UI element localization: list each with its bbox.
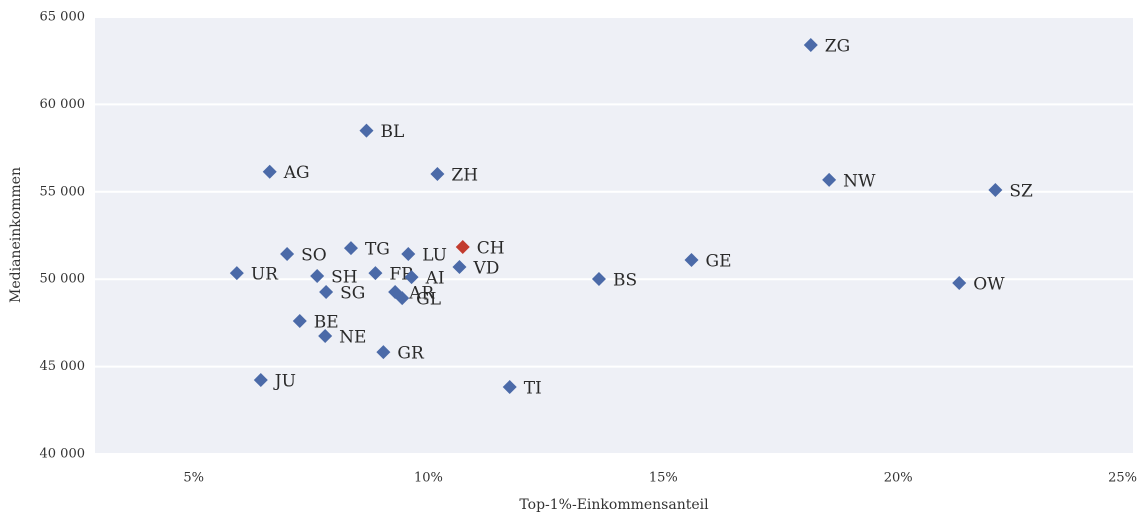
point-label: SH bbox=[331, 268, 357, 288]
point-label: SO bbox=[301, 246, 327, 266]
marker bbox=[502, 380, 517, 395]
point-label: ZH bbox=[451, 165, 478, 185]
point-label: AI bbox=[425, 269, 445, 289]
point-label: GR bbox=[397, 344, 425, 364]
marker bbox=[292, 313, 307, 328]
point-label: TG bbox=[365, 240, 390, 260]
point-label: GE bbox=[705, 251, 731, 271]
marker bbox=[359, 123, 374, 138]
point-label: CH bbox=[477, 239, 505, 259]
y-axis-title: Medianeinkommen bbox=[8, 167, 24, 303]
marker bbox=[952, 276, 967, 291]
point-label: OW bbox=[973, 275, 1005, 295]
y-tick-label: 50 000 bbox=[40, 272, 86, 287]
point-label: NE bbox=[339, 328, 366, 348]
x-tick-label: 15% bbox=[649, 471, 678, 486]
marker bbox=[343, 241, 358, 256]
marker bbox=[591, 272, 606, 287]
marker bbox=[988, 183, 1003, 198]
x-tick-label: 20% bbox=[884, 471, 913, 486]
point-label: JU bbox=[273, 372, 296, 392]
point-label: LU bbox=[422, 246, 447, 266]
point-label: BL bbox=[380, 122, 404, 142]
point-label: ZG bbox=[825, 36, 850, 56]
x-tick-label: 10% bbox=[414, 471, 443, 486]
x-axis-title: Top-1%-Einkommensanteil bbox=[519, 497, 709, 513]
marker bbox=[319, 284, 334, 299]
point-label: UR bbox=[251, 265, 279, 285]
point-label: BE bbox=[314, 312, 339, 332]
point-label: VD bbox=[472, 258, 499, 278]
marker bbox=[401, 247, 416, 262]
plot-area bbox=[95, 17, 1133, 454]
marker bbox=[376, 345, 391, 360]
marker bbox=[404, 270, 419, 285]
y-tick-label: 55 000 bbox=[40, 184, 86, 199]
marker bbox=[684, 252, 699, 267]
marker bbox=[452, 259, 467, 274]
point-label: SG bbox=[340, 283, 365, 303]
marker bbox=[368, 266, 383, 281]
marker bbox=[253, 373, 268, 388]
y-tick-label: 60 000 bbox=[40, 97, 86, 112]
marker bbox=[318, 329, 333, 344]
point-label: TI bbox=[524, 379, 542, 399]
marker bbox=[455, 240, 470, 255]
point-label: BS bbox=[613, 271, 637, 291]
x-tick-label: 5% bbox=[183, 471, 204, 486]
y-tick-label: 40 000 bbox=[40, 447, 86, 462]
marker bbox=[395, 291, 410, 306]
y-tick-label: 45 000 bbox=[40, 359, 86, 374]
marker bbox=[262, 164, 277, 179]
marker bbox=[229, 266, 244, 281]
y-tick-label: 65 000 bbox=[40, 10, 86, 25]
point-label: AG bbox=[283, 163, 310, 183]
marker bbox=[822, 172, 837, 187]
point-label: NW bbox=[843, 171, 876, 191]
x-tick-label: 25% bbox=[1108, 471, 1137, 486]
marker bbox=[430, 166, 445, 181]
marker bbox=[310, 269, 325, 284]
point-label: GL bbox=[416, 290, 441, 310]
point-label: SZ bbox=[1009, 182, 1033, 202]
marker bbox=[280, 247, 295, 262]
marker bbox=[803, 37, 818, 52]
point-label: AR bbox=[408, 283, 435, 303]
